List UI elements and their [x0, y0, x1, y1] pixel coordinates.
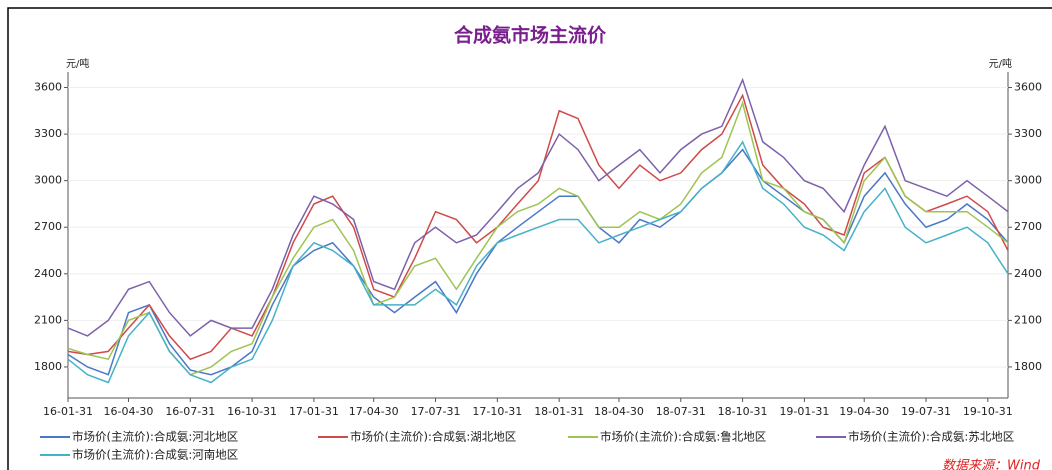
y2-unit: 元/吨: [989, 57, 1012, 70]
legend-label: 市场价(主流价):合成氨:河北地区: [72, 430, 238, 444]
x-tick-label: 17-10-31: [472, 405, 522, 418]
x-tick-label: 19-04-30: [839, 405, 889, 418]
x-tick-label: 16-10-31: [227, 405, 277, 418]
frame: [7, 7, 1052, 470]
x-tick-label: 18-01-31: [534, 405, 584, 418]
y2-tick-label: 3000: [1014, 174, 1042, 187]
legend-label: 市场价(主流价):合成氨:河南地区: [72, 448, 238, 462]
y2-tick-label: 1800: [1014, 360, 1042, 373]
y2-tick-label: 2700: [1014, 220, 1042, 233]
y-tick-label: 3000: [34, 174, 62, 187]
x-tick-label: 19-01-31: [779, 405, 829, 418]
y2-tick-label: 2100: [1014, 313, 1042, 326]
series-line: [67, 140, 1009, 384]
x-tick-label: 18-04-30: [594, 405, 644, 418]
y2-tick-label: 2400: [1014, 267, 1042, 280]
x-tick-label: 16-01-31: [43, 405, 93, 418]
x-tick-label: 18-10-31: [718, 405, 768, 418]
series-line: [67, 93, 1009, 361]
x-tick-label: 17-04-30: [349, 405, 399, 418]
source: 数据来源：Wind: [942, 459, 1041, 470]
x-tick-label: 18-07-31: [656, 405, 706, 418]
x-tick-label: 17-07-31: [411, 405, 461, 418]
y-tick-label: 2400: [34, 267, 62, 280]
legend-label: 市场价(主流价):合成氨:鲁北地区: [600, 430, 766, 444]
y-tick-label: 2100: [34, 313, 62, 326]
x-tick-label: 19-10-31: [963, 405, 1013, 418]
y-tick-label: 3600: [34, 81, 62, 94]
x-tick-label: 17-01-31: [289, 405, 339, 418]
x-tick-label: 16-04-30: [104, 405, 154, 418]
x-tick-label: 19-07-31: [901, 405, 951, 418]
x-tick-label: 16-07-31: [165, 405, 215, 418]
y-tick-label: 1800: [34, 360, 62, 373]
series-line: [67, 77, 1009, 337]
y-tick-label: 3300: [34, 127, 62, 140]
series-line: [67, 100, 1009, 376]
legend-label: 市场价(主流价):合成氨:苏北地区: [848, 430, 1014, 444]
y-unit: 元/吨: [66, 57, 89, 70]
y2-tick-label: 3300: [1014, 127, 1042, 140]
legend-label: 市场价(主流价):合成氨:湖北地区: [350, 430, 516, 444]
y-tick-label: 2700: [34, 220, 62, 233]
y2-tick-label: 3600: [1014, 81, 1042, 94]
chart-title: 合成氨市场主流价: [454, 24, 607, 47]
series-line: [67, 148, 1009, 376]
